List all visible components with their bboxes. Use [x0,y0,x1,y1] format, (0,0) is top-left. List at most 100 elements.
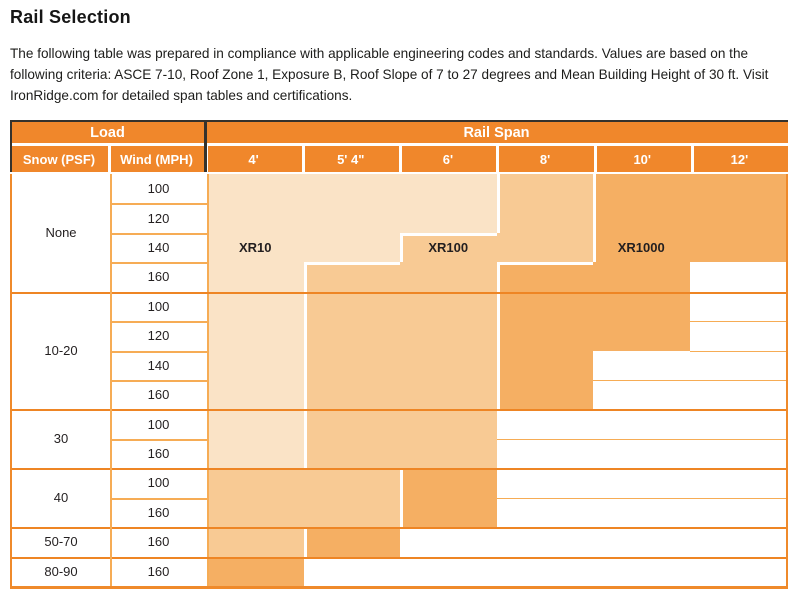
rail-cell [496,409,593,439]
table-body: None 10-20 30 40 50-70 80-90 100 120 140 XR10 XR10… [10,174,788,589]
rail-cell [593,291,690,322]
rail-cell [689,203,786,233]
rail-cell: XR1000 [593,232,690,263]
rail-cell [400,438,497,469]
table-header: Load Rail Span Snow (PSF) Wind (MPH) 4' … [10,120,788,172]
rail-cell [400,409,497,439]
rail-cell [689,291,786,322]
rail-cell [303,203,400,233]
rail-cell [689,409,786,439]
header-rail-span: Rail Span [205,120,788,146]
header-span-4ft: 4' [205,146,303,172]
rail-cell [689,380,786,410]
rail-cell [593,321,690,351]
wind-cell: 100 [110,468,207,497]
rail-cell [303,527,400,557]
rail-cell [207,556,304,586]
wind-cell: 160 [110,498,207,527]
header-snow-psf: Snow (PSF) [10,146,108,172]
rail-cell [689,262,786,292]
wind-cell: 120 [110,203,207,232]
rail-cell [689,321,786,351]
rail-cell [400,203,497,233]
rail-cell [303,438,400,469]
rail-cell [400,527,497,557]
wind-cell: 100 [110,174,207,203]
rail-cell [303,497,400,528]
rail-cell [207,438,304,469]
header-span-10ft: 10' [593,146,691,172]
wind-cell: 120 [110,321,207,350]
header-span-12ft: 12' [690,146,788,172]
rail-cell [303,291,400,322]
rail-cell [689,527,786,557]
rail-cell [303,468,400,498]
rail-cell [689,174,786,204]
rail-cell [689,556,786,586]
header-span-5ft4: 5' 4" [302,146,400,172]
rail-cell: XR100 [400,232,497,263]
rail-cell [303,409,400,439]
rail-cell [689,497,786,528]
page-title: Rail Selection [10,7,131,27]
rail-name-label: XR100 [428,240,469,256]
rail-cell [303,232,400,263]
rail-name-label: XR10 [238,240,272,256]
rail-cell [496,350,593,380]
rail-cell [400,174,497,204]
rail-cell [303,174,400,204]
snow-group-cell: None [45,225,77,241]
rail-cell [496,380,593,410]
wind-cell: 160 [110,557,207,586]
header-left-line [10,120,12,172]
rail-cell [207,291,304,322]
rail-cell [496,232,593,263]
intro-paragraph: The following table was prepared in comp… [10,46,769,103]
rail-cell [496,556,593,586]
rail-cell [207,203,304,233]
rail-cell [303,321,400,351]
rail-cell [207,321,304,351]
rail-cell [207,380,304,410]
rail-cell [400,497,497,528]
rail-cell [303,262,400,292]
rail-cell [207,497,304,528]
rail-cell [496,497,593,528]
rail-cell [207,409,304,439]
rail-cell [496,527,593,557]
rail-cell [207,527,304,557]
document-body: Rail Selection The following table was p… [10,0,790,106]
header-load: Load [10,120,205,146]
rail-cell [303,350,400,380]
rail-cell [496,262,593,292]
rail-cell [689,438,786,469]
wind-cell: 100 [110,409,207,438]
wind-cell: 140 [110,233,207,262]
header-span-8ft: 8' [496,146,594,172]
header-divider-line [204,120,207,172]
rail-cell [593,409,690,439]
header-wind-mph: Wind (MPH) [108,146,205,172]
snow-group-cell: 80-90 [12,557,110,586]
rail-cell [593,497,690,528]
wind-cell: 160 [110,439,207,468]
wind-cell: 160 [110,527,207,556]
rail-cell [593,527,690,557]
rail-cell [496,291,593,322]
header-top-line [10,120,788,122]
rail-cell [400,262,497,292]
rail-cell [689,232,786,263]
rail-cell [207,174,304,204]
wind-cell: 160 [110,262,207,291]
rail-cell [303,556,400,586]
rail-cell [593,203,690,233]
snow-group-cell: 30 [12,409,110,468]
wind-cell: 100 [110,292,207,321]
rail-cell [400,321,497,351]
rail-cell [593,380,690,410]
rail-cell [496,174,593,204]
header-span-6ft: 6' [399,146,497,172]
rail-cell [207,468,304,498]
rail-cell [303,380,400,410]
